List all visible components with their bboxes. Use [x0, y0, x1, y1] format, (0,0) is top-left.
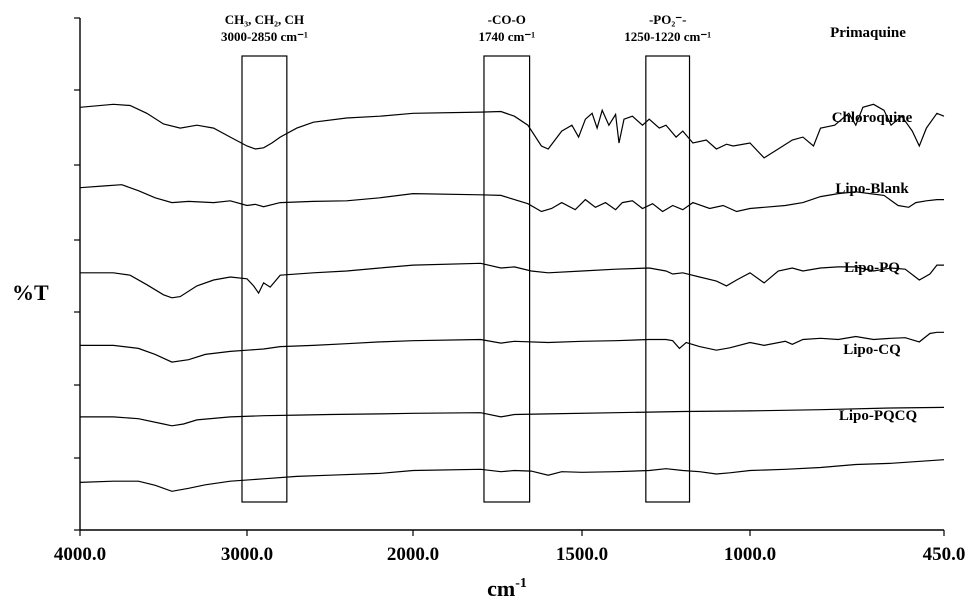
series-label: Chloroquine: [832, 110, 913, 126]
band-label-line1: -CO-O: [488, 12, 526, 27]
series-label: Primaquine: [830, 25, 906, 41]
band-box: [241, 55, 288, 503]
band-label-line2: 1740 cm⁻¹: [478, 29, 535, 44]
band-box: [483, 55, 531, 503]
x-axis-title-base: cm: [487, 576, 515, 601]
series-labels: Primaquine Chloroquine Lipo-Blank Lipo-PQ Li…: [830, 25, 917, 424]
spectrum-line: [80, 262, 944, 299]
x-tick-label: 4000.0: [54, 544, 106, 565]
band-label-line2: 1250-1220 cm⁻¹: [624, 29, 711, 44]
x-tick-label: 3000.0: [221, 544, 273, 565]
x-tick-label: 1500.0: [556, 544, 608, 565]
spectrum-line: [79, 459, 945, 492]
series-label: Lipo-CQ: [843, 342, 901, 358]
y-ticks: [74, 17, 80, 531]
spectrum-line: [79, 103, 945, 159]
band-boxes: CH₃, CH₂, CH 3000-2850 cm⁻¹ -CO-O 1740 cm⁻¹…: [221, 12, 711, 503]
x-axis-title-superscript: -1: [515, 576, 527, 591]
band-label-line1: -PO₂⁻-: [649, 12, 686, 27]
axes: [79, 18, 944, 531]
spectra: [79, 103, 945, 492]
series-label: Lipo-PQ: [844, 260, 900, 276]
series-label: Lipo-PQCQ: [839, 408, 918, 424]
x-tick-label: 2000.0: [387, 544, 439, 565]
band-label-line2: 3000-2850 cm⁻¹: [221, 29, 308, 44]
y-axis-title: %T: [12, 280, 49, 305]
spectrum-line: [79, 184, 944, 213]
x-ticks: 4000.0 3000.0 2000.0 1500.0 1000.0 450.0: [54, 530, 966, 565]
spectrum-line: [80, 406, 945, 427]
x-tick-label: 1000.0: [724, 544, 776, 565]
x-tick-label: 450.0: [923, 544, 966, 565]
series-label: Lipo-Blank: [835, 181, 909, 197]
band-box: [645, 55, 691, 503]
spectrum-line: [80, 331, 944, 363]
x-axis-title: cm-1: [487, 576, 527, 601]
band-label-line1: CH₃, CH₂, CH: [225, 12, 304, 27]
